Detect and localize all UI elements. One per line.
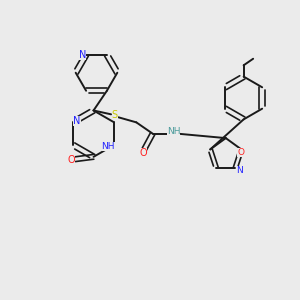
FancyBboxPatch shape bbox=[104, 144, 112, 149]
Text: NH: NH bbox=[167, 127, 180, 136]
Text: N: N bbox=[236, 166, 243, 175]
Text: O: O bbox=[237, 148, 244, 158]
Text: O: O bbox=[67, 155, 75, 165]
FancyBboxPatch shape bbox=[169, 129, 178, 134]
Text: N: N bbox=[79, 50, 86, 60]
Text: O: O bbox=[139, 148, 147, 158]
FancyBboxPatch shape bbox=[238, 151, 244, 155]
FancyBboxPatch shape bbox=[79, 52, 86, 57]
Text: N: N bbox=[73, 116, 81, 126]
Text: NH: NH bbox=[101, 142, 115, 151]
FancyBboxPatch shape bbox=[112, 112, 118, 118]
FancyBboxPatch shape bbox=[140, 150, 146, 155]
FancyBboxPatch shape bbox=[68, 157, 74, 163]
FancyBboxPatch shape bbox=[74, 118, 80, 123]
FancyBboxPatch shape bbox=[237, 168, 242, 172]
Text: S: S bbox=[112, 110, 118, 120]
